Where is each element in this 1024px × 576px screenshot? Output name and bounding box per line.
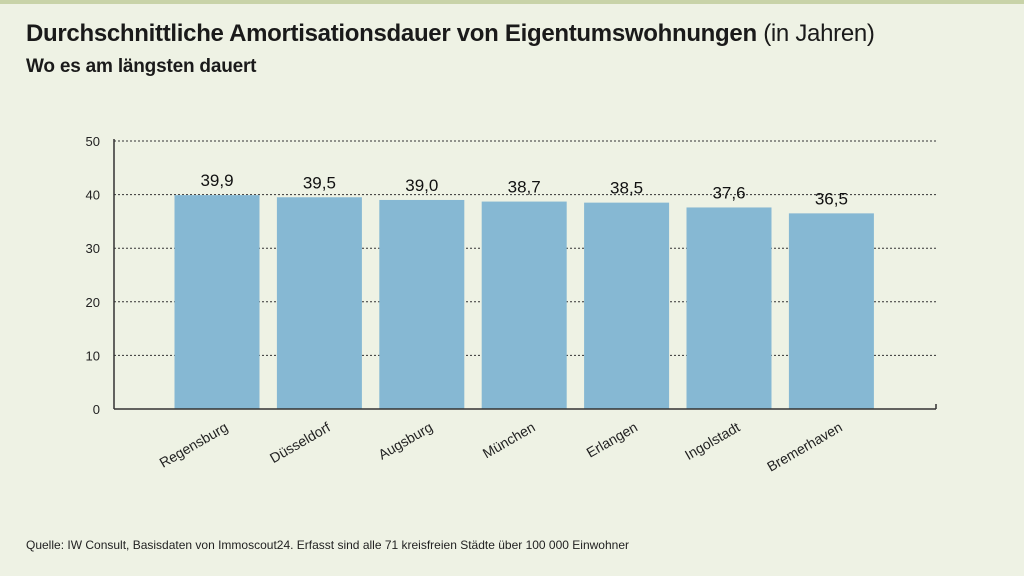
- value-label-düsseldorf: 39,5: [303, 173, 336, 192]
- chart-subtitle: Wo es am längsten dauert: [26, 56, 257, 77]
- chart-title-main: Durchschnittliche Amortisationsdauer von…: [26, 20, 757, 47]
- source-note: Quelle: IW Consult, Basisdaten von Immos…: [26, 538, 629, 552]
- bar-münchen: [481, 201, 567, 409]
- value-label-ingolstadt: 37,6: [712, 183, 745, 202]
- chart-title-unit: (in Jahren): [763, 20, 875, 47]
- top-accent-line: [0, 0, 1024, 4]
- x-tick-label-erlangen: Erlangen: [584, 419, 641, 461]
- bar-bremerhaven: [788, 213, 874, 409]
- x-tick-label-bremerhaven: Bremerhaven: [764, 419, 845, 475]
- y-tick-label-0: 0: [93, 402, 100, 417]
- y-tick-label-30: 30: [86, 241, 100, 256]
- y-tick-label-40: 40: [86, 188, 100, 203]
- x-tick-label-münchen: München: [480, 419, 538, 462]
- y-tick-label-20: 20: [86, 295, 100, 310]
- bar-erlangen: [584, 202, 670, 409]
- value-label-bremerhaven: 36,5: [815, 189, 848, 208]
- x-tick-label-ingolstadt: Ingolstadt: [682, 419, 743, 463]
- bar-düsseldorf: [276, 197, 362, 409]
- value-label-münchen: 38,7: [508, 178, 541, 197]
- bar-regensburg: [174, 195, 260, 409]
- y-tick-label-10: 10: [86, 348, 100, 363]
- x-tick-label-düsseldorf: Düsseldorf: [267, 419, 333, 466]
- value-label-augsburg: 39,0: [405, 176, 438, 195]
- bar-ingolstadt: [686, 207, 772, 409]
- x-tick-label-regensburg: Regensburg: [156, 419, 230, 471]
- bar-augsburg: [379, 199, 465, 409]
- chart-title: Durchschnittliche Amortisationsdauer von…: [26, 20, 875, 48]
- value-label-regensburg: 39,9: [200, 171, 233, 190]
- value-label-erlangen: 38,5: [610, 179, 643, 198]
- x-tick-label-augsburg: Augsburg: [375, 419, 435, 463]
- y-tick-label-50: 50: [86, 134, 100, 149]
